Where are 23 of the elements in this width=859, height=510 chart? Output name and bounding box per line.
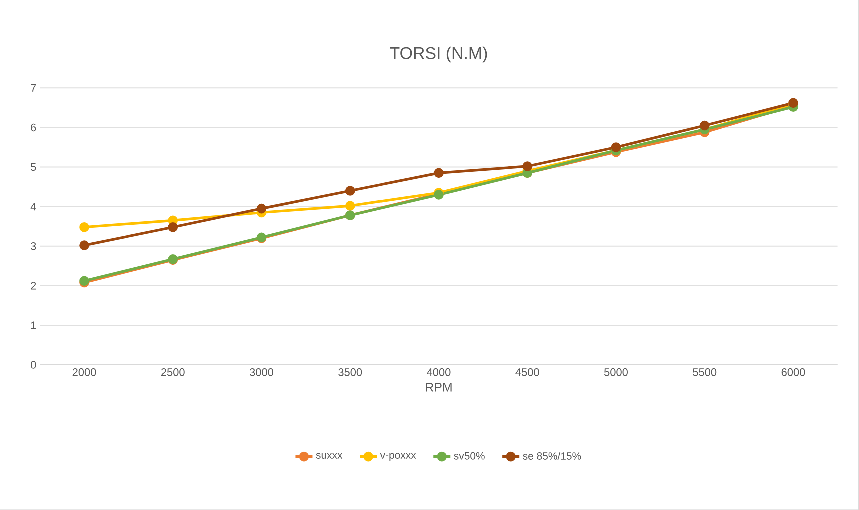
- legend-label: v-poxxx: [380, 453, 416, 461]
- y-tick-label: 4: [30, 202, 36, 211]
- y-tick-label: 1: [31, 322, 36, 330]
- x-tick-label: 4000: [427, 368, 451, 376]
- x-tick-label: 2500: [161, 368, 185, 376]
- chart-title: TORSI (N.M): [390, 46, 488, 63]
- x-tick-label: 5000: [604, 368, 628, 376]
- legend-label: se 85%/15%: [523, 452, 582, 460]
- y-tick-label: 7: [31, 84, 36, 92]
- y-tick-label: 2: [31, 282, 36, 290]
- x-tick-label: 3000: [250, 368, 274, 376]
- y-tick-label: 0: [30, 361, 36, 369]
- legend-label: sv50%: [454, 452, 485, 460]
- x-axis-title: RPM: [426, 383, 452, 392]
- y-tick-label: 5: [31, 163, 36, 172]
- x-tick-label: 5500: [693, 368, 717, 376]
- legend-label: suxxx: [316, 453, 343, 459]
- y-tick-label: 6: [31, 124, 36, 132]
- x-tick-label: 2000: [72, 368, 96, 376]
- x-tick-label: 6000: [782, 368, 806, 376]
- y-tick-label: 3: [30, 242, 36, 250]
- x-tick-label: 4500: [516, 368, 540, 376]
- x-tick-label: 3500: [338, 368, 362, 376]
